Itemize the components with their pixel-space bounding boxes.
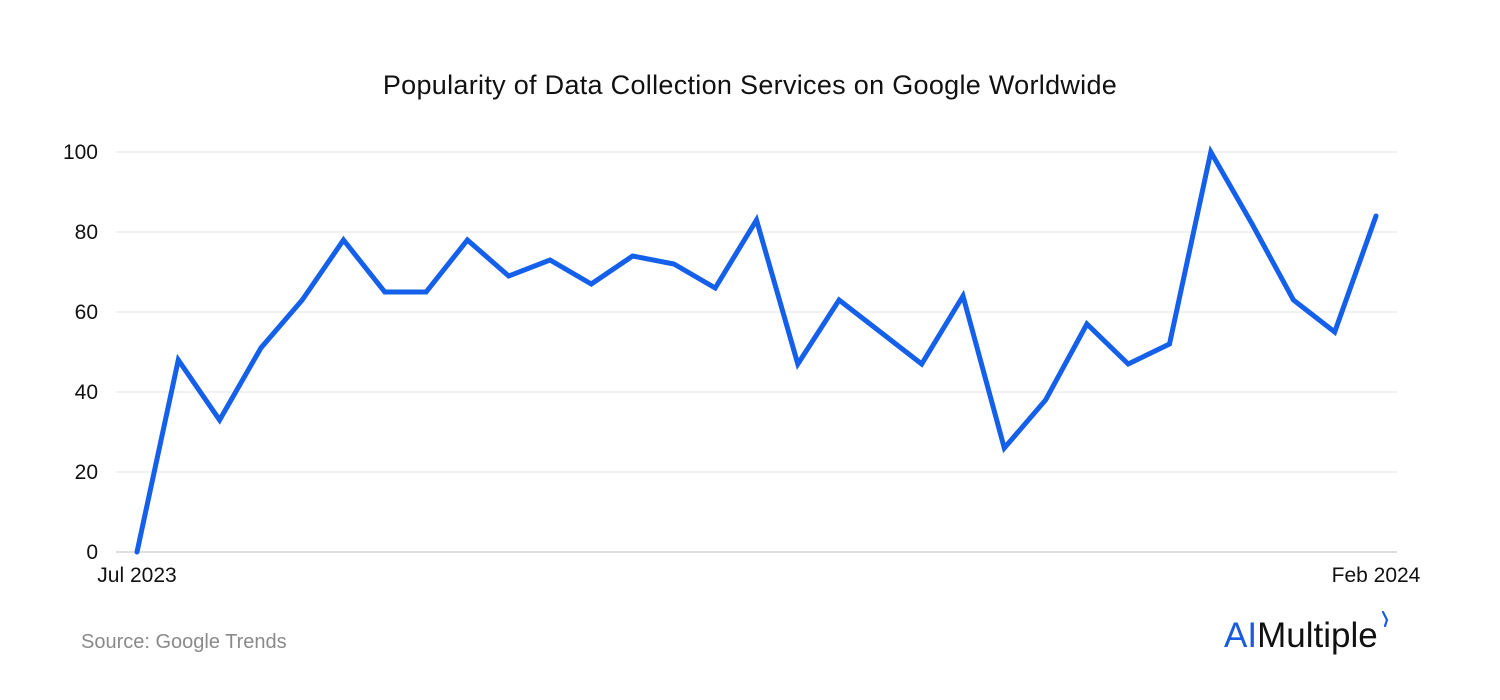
y-tick-labels: 0 20 40 60 80 100 <box>63 141 98 564</box>
x-tick-label: Jul 2023 <box>97 564 176 587</box>
y-tick-label: 60 <box>75 301 98 324</box>
x-tick-labels: Jul 2023 Feb 2024 <box>97 564 1420 587</box>
brand-accent-icon <box>1381 611 1388 627</box>
series-layer <box>134 145 1379 555</box>
brand-logo: AIMultiple <box>1224 611 1388 658</box>
y-tick-label: 40 <box>75 381 98 404</box>
chart-title: Popularity of Data Collection Services o… <box>382 70 1118 100</box>
source-note: Source: Google Trends <box>81 631 287 653</box>
series-line <box>134 145 1379 555</box>
y-tick-label: 20 <box>75 461 98 484</box>
grid-lines <box>116 151 1397 473</box>
brand-logo-part-b: Multiple <box>1257 616 1378 655</box>
y-tick-label: 80 <box>75 221 98 244</box>
brand-logo-part-a: AI <box>1224 616 1258 655</box>
y-tick-label: 100 <box>63 141 98 164</box>
y-tick-label: 0 <box>86 541 98 564</box>
x-tick-label: Feb 2024 <box>1332 564 1421 587</box>
